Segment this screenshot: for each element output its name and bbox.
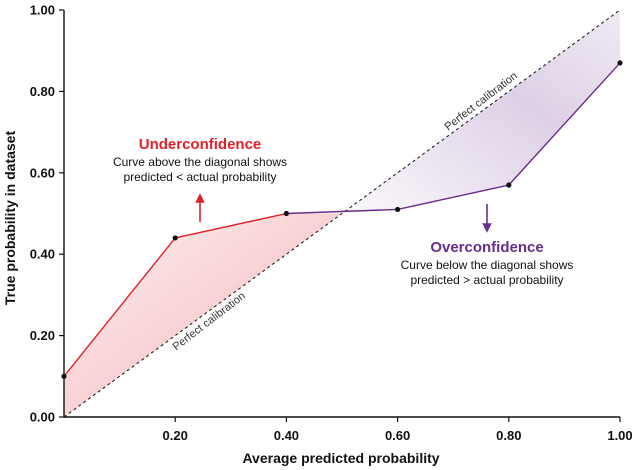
data-point-5	[506, 182, 512, 188]
perfect-calibration-line	[63, 9, 621, 418]
y-tick-label-4: 0.60	[30, 165, 55, 180]
underconfidence-text-line1: Curve above the diagonal shows	[113, 155, 287, 169]
overconfidence-text-line2: predicted > actual probability	[410, 273, 563, 287]
curve-segment-3	[286, 208, 398, 215]
x-tick-label-4: 0.80	[496, 428, 521, 443]
y-tick-label-3: 0.40	[30, 247, 55, 262]
y-tick-label-1: 0.00	[30, 410, 55, 425]
data-point-3	[283, 210, 289, 217]
y-tick-label-5: 0.80	[30, 84, 55, 99]
data-point-4	[395, 206, 401, 213]
underconfidence-text-line2: predicted < actual probability	[123, 170, 276, 184]
x-tick-label-5: 1.00	[607, 428, 632, 443]
data-point-2	[172, 235, 178, 241]
x-tick-label-2: 0.40	[274, 428, 299, 443]
curve-segment-2	[175, 212, 287, 239]
x-tick-label-3: 0.60	[385, 428, 410, 443]
overconfidence-text-line1: Curve below the diagonal shows	[401, 258, 574, 272]
y-tick-label-6: 1.00	[30, 3, 55, 18]
underconfidence-title: Underconfidence	[139, 136, 262, 153]
underconfidence-area	[64, 213, 342, 417]
y-axis-title: True probability in dataset	[2, 131, 18, 306]
x-tick-label-1: 0.20	[163, 428, 188, 443]
data-point-6	[617, 60, 623, 66]
overconfidence-title: Overconfidence	[430, 239, 543, 256]
curve-segment-4	[397, 184, 509, 211]
x-axis-title: Average predicted probability	[242, 450, 439, 466]
curve-segment-5	[508, 62, 621, 186]
curve-segment-1	[63, 237, 176, 377]
y-tick-label-2: 0.20	[30, 328, 55, 343]
